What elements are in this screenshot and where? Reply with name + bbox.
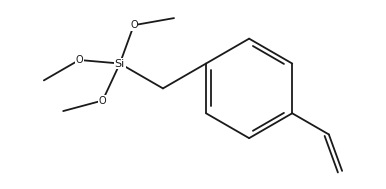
Text: Si: Si <box>115 59 125 69</box>
Text: O: O <box>130 20 138 30</box>
Text: O: O <box>99 95 107 105</box>
Text: O: O <box>75 55 83 65</box>
